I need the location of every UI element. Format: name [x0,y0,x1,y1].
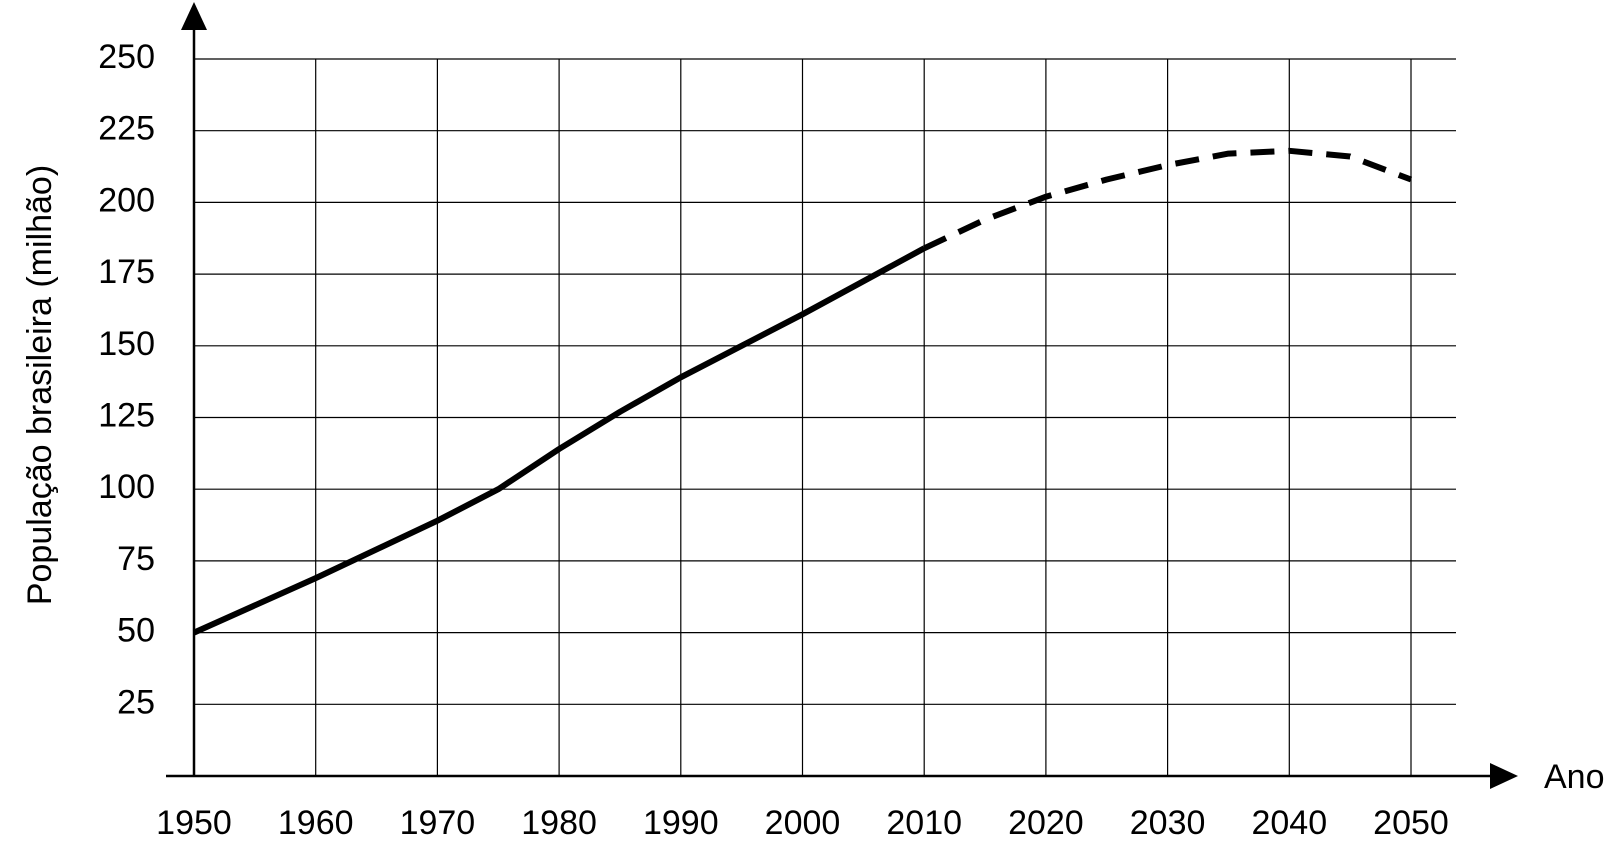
axes [166,2,1518,789]
x-tick-label: 1950 [156,804,232,842]
y-tick-label: 150 [98,325,155,363]
x-tick-label: 2050 [1373,804,1449,842]
x-tick-label: 2030 [1130,804,1206,842]
y-tick-label: 175 [98,253,155,291]
x-axis-arrow-icon [1490,763,1518,789]
x-tick-label: 1980 [521,804,597,842]
x-axis-label: Ano [1544,758,1605,796]
projection-series-line [922,147,1413,252]
y-tick-label: 50 [117,612,155,650]
x-tick-label: 2040 [1251,804,1327,842]
x-tick-label: 1960 [278,804,354,842]
x-tick-label: 1990 [643,804,719,842]
historical-series-line [192,245,926,636]
y-axis-label: População brasileira (milhão) [21,165,59,605]
y-tick-label: 250 [98,38,155,76]
x-tick-label: 2020 [1008,804,1084,842]
y-tick-label: 200 [98,181,155,219]
y-tick-label: 25 [117,683,155,721]
x-tick-label: 2000 [765,804,841,842]
y-tick-label: 125 [98,396,155,434]
tick-labels: 25 50 75 100 125 150 175 200 225 250 1950 1960 1970 1… [98,38,1449,842]
y-tick-label: 225 [98,110,155,148]
y-tick-label: 100 [98,468,155,506]
grid-lines [194,58,1456,776]
y-axis-arrow-icon [181,2,207,30]
series [192,147,1413,636]
x-tick-label: 2010 [886,804,962,842]
y-tick-label: 75 [117,540,155,578]
x-tick-label: 1970 [400,804,476,842]
